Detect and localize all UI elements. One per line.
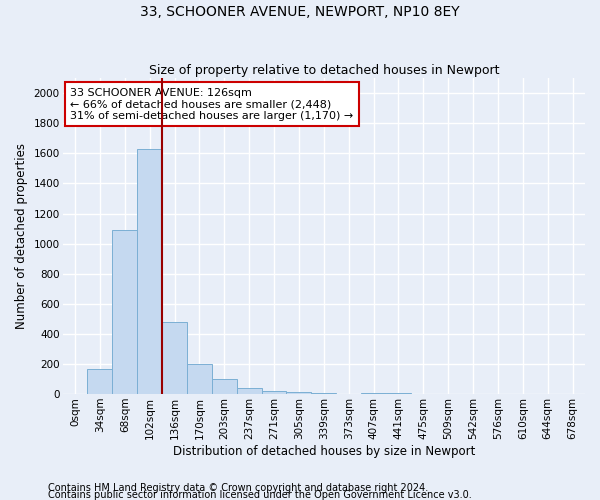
Bar bbox=[212, 379, 237, 394]
X-axis label: Distribution of detached houses by size in Newport: Distribution of detached houses by size … bbox=[173, 444, 475, 458]
Text: Contains public sector information licensed under the Open Government Licence v3: Contains public sector information licen… bbox=[48, 490, 472, 500]
Bar bbox=[162, 322, 187, 394]
Bar bbox=[187, 364, 212, 394]
Y-axis label: Number of detached properties: Number of detached properties bbox=[15, 143, 28, 329]
Text: 33, SCHOONER AVENUE, NEWPORT, NP10 8EY: 33, SCHOONER AVENUE, NEWPORT, NP10 8EY bbox=[140, 5, 460, 19]
Bar bbox=[262, 391, 286, 394]
Bar bbox=[361, 392, 386, 394]
Text: 33 SCHOONER AVENUE: 126sqm
← 66% of detached houses are smaller (2,448)
31% of s: 33 SCHOONER AVENUE: 126sqm ← 66% of deta… bbox=[70, 88, 353, 121]
Bar bbox=[237, 388, 262, 394]
Bar bbox=[88, 369, 112, 394]
Text: Contains HM Land Registry data © Crown copyright and database right 2024.: Contains HM Land Registry data © Crown c… bbox=[48, 483, 428, 493]
Bar bbox=[112, 230, 137, 394]
Bar bbox=[286, 392, 311, 394]
Bar bbox=[137, 149, 162, 394]
Title: Size of property relative to detached houses in Newport: Size of property relative to detached ho… bbox=[149, 64, 499, 77]
